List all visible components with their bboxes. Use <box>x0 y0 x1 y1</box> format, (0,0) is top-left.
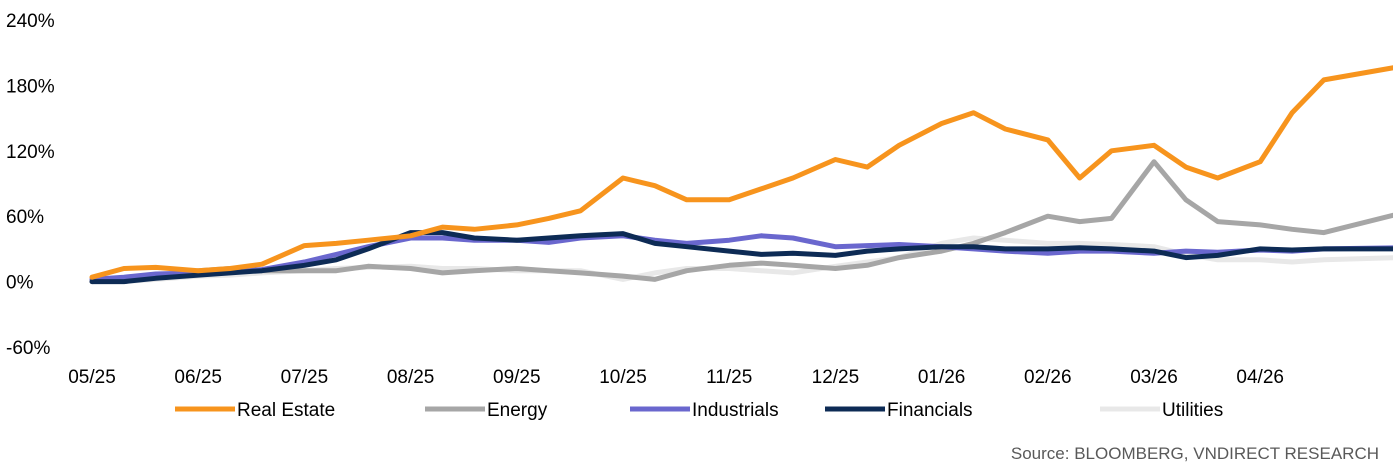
y-tick-label: 240% <box>6 11 55 32</box>
x-tick-label: 02/26 <box>1024 367 1072 388</box>
y-axis-tick-labels: -60% 0% 60% 120% 180% 240% <box>6 11 55 359</box>
x-tick-label: 05/25 <box>68 367 116 388</box>
chart-legend: Real Estate Energy Industrials Financials Ut… <box>175 400 1223 421</box>
x-tick-label: 08/25 <box>387 367 435 388</box>
legend-label: Industrials <box>692 400 779 421</box>
y-tick-label: 120% <box>6 142 55 163</box>
x-tick-label: 04/26 <box>1236 367 1284 388</box>
x-tick-label: 07/25 <box>281 367 329 388</box>
series-line-financials <box>89 230 1393 285</box>
y-tick-label: 180% <box>6 76 55 97</box>
legend-label: Real Estate <box>237 400 335 421</box>
y-tick-label: 60% <box>6 207 44 228</box>
series-line-energy <box>89 159 1393 285</box>
series-line-utilities <box>89 235 1393 285</box>
x-tick-label: 11/25 <box>706 367 752 388</box>
x-tick-label: 09/25 <box>493 367 541 388</box>
y-tick-label: -60% <box>6 338 50 359</box>
x-tick-label: 12/25 <box>812 367 860 388</box>
x-tick-label: 10/25 <box>599 367 647 388</box>
series-line-real-estate <box>89 65 1393 280</box>
source-note: Source: BLOOMBERG, VNDIRECT RESEARCH <box>1010 444 1379 463</box>
legend-label: Energy <box>487 400 548 421</box>
legend-label: Financials <box>887 400 973 421</box>
x-tick-label: 06/25 <box>174 367 222 388</box>
legend-label: Utilities <box>1162 400 1223 421</box>
x-tick-label: 01/26 <box>918 367 966 388</box>
series-lines <box>89 65 1393 285</box>
x-axis-tick-labels: 05/25 06/25 07/25 08/25 09/25 10/25 11/25 12/25… <box>68 367 1284 388</box>
x-tick-label: 03/26 <box>1130 367 1178 388</box>
y-tick-label: 0% <box>6 273 34 294</box>
